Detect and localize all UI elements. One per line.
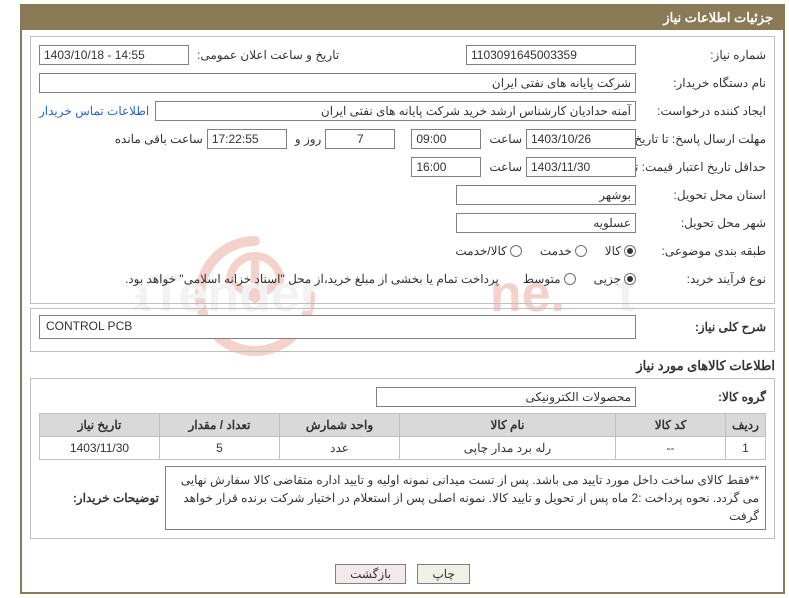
goods-fieldset: گروه کالا: محصولات الکترونیکی ردیف کد کا… bbox=[30, 378, 775, 539]
td-unit: عدد bbox=[280, 437, 400, 460]
label-buyer-org: نام دستگاه خریدار: bbox=[636, 76, 766, 90]
field-announce-dt: 1403/10/18 - 14:55 bbox=[39, 45, 189, 65]
payment-note: پرداخت تمام یا بخشی از مبلغ خرید،از محل … bbox=[125, 272, 499, 286]
field-city: عسلویه bbox=[456, 213, 636, 233]
td-code: -- bbox=[616, 437, 726, 460]
table-header-row: ردیف کد کالا نام کالا واحد شمارش تعداد /… bbox=[40, 414, 766, 437]
field-requester: آمنه حدادیان کارشناس ارشد خرید شرکت پایا… bbox=[155, 101, 636, 121]
th-unit: واحد شمارش bbox=[280, 414, 400, 437]
label-general-desc: شرح کلی نیاز: bbox=[636, 320, 766, 334]
th-code: کد کالا bbox=[616, 414, 726, 437]
td-date: 1403/11/30 bbox=[40, 437, 160, 460]
radio-label-partial: جزیی bbox=[594, 272, 621, 286]
label-subject-class: طبقه بندی موضوعی: bbox=[636, 244, 766, 258]
radio-dot-goods bbox=[624, 245, 636, 257]
field-buyer-notes: **فقط کالای ساخت داخل مورد تایید می باشد… bbox=[165, 466, 766, 530]
field-buyer-org: شرکت پایانه های نفتی ایران bbox=[39, 73, 636, 93]
general-desc-fieldset: شرح کلی نیاز: CONTROL PCB bbox=[30, 308, 775, 352]
goods-table: ردیف کد کالا نام کالا واحد شمارش تعداد /… bbox=[39, 413, 766, 460]
radio-medium[interactable]: متوسط bbox=[523, 272, 576, 286]
label-need-no: شماره نیاز: bbox=[636, 48, 766, 62]
radio-dot-service bbox=[575, 245, 587, 257]
label-goods-group: گروه کالا: bbox=[636, 390, 766, 404]
label-reply-deadline: مهلت ارسال پاسخ: تا تاریخ: bbox=[636, 132, 766, 146]
goods-info-title: اطلاعات کالاهای مورد نیاز bbox=[30, 358, 775, 374]
radio-goods[interactable]: کالا bbox=[605, 244, 636, 258]
radio-dot-medium bbox=[564, 273, 576, 285]
table-row: 1 -- رله برد مدار چاپی عدد 5 1403/11/30 bbox=[40, 437, 766, 460]
label-city: شهر محل تحویل: bbox=[636, 216, 766, 230]
label-remaining: ساعت باقی مانده bbox=[111, 132, 203, 146]
footer-buttons: چاپ بازگشت bbox=[22, 564, 783, 584]
radio-label-service: خدمت bbox=[540, 244, 572, 258]
field-price-valid-date: 1403/11/30 bbox=[526, 157, 636, 177]
th-date: تاریخ نیاز bbox=[40, 414, 160, 437]
back-button[interactable]: بازگشت bbox=[335, 564, 406, 584]
radio-label-medium: متوسط bbox=[523, 272, 561, 286]
field-goods-group: محصولات الکترونیکی bbox=[376, 387, 636, 407]
link-buyer-contact[interactable]: اطلاعات تماس خریدار bbox=[39, 104, 149, 118]
radio-goods-service[interactable]: کالا/خدمت bbox=[455, 244, 521, 258]
td-qty: 5 bbox=[160, 437, 280, 460]
label-day-and: روز و bbox=[291, 132, 322, 146]
radio-dot-goods-service bbox=[510, 245, 522, 257]
label-requester: ایجاد کننده درخواست: bbox=[636, 104, 766, 118]
main-fieldset: شماره نیاز: 1103091645003359 تاریخ و ساع… bbox=[30, 36, 775, 304]
details-panel: جزئیات اطلاعات نیاز شماره نیاز: 11030916… bbox=[20, 4, 785, 594]
field-reply-date: 1403/10/26 bbox=[526, 129, 636, 149]
field-reply-time: 09:00 bbox=[411, 129, 481, 149]
radio-label-goods-service: کالا/خدمت bbox=[455, 244, 506, 258]
panel-title: جزئیات اطلاعات نیاز bbox=[22, 6, 783, 30]
field-price-valid-time: 16:00 bbox=[411, 157, 481, 177]
field-province: بوشهر bbox=[456, 185, 636, 205]
th-name: نام کالا bbox=[400, 414, 616, 437]
radio-dot-partial bbox=[624, 273, 636, 285]
td-name: رله برد مدار چاپی bbox=[400, 437, 616, 460]
field-general-desc: CONTROL PCB bbox=[39, 315, 636, 339]
radio-service[interactable]: خدمت bbox=[540, 244, 587, 258]
print-button[interactable]: چاپ bbox=[417, 564, 469, 584]
label-price-valid: حداقل تاریخ اعتبار قیمت: تا تاریخ: bbox=[636, 160, 766, 174]
label-hour-2: ساعت bbox=[485, 160, 522, 174]
label-hour-1: ساعت bbox=[485, 132, 522, 146]
label-announce-dt: تاریخ و ساعت اعلان عمومی: bbox=[193, 48, 339, 62]
label-province: استان محل تحویل: bbox=[636, 188, 766, 202]
field-remaining-days: 7 bbox=[325, 129, 395, 149]
radio-label-goods: کالا bbox=[605, 244, 621, 258]
radio-partial[interactable]: جزیی bbox=[594, 272, 636, 286]
td-row: 1 bbox=[726, 437, 766, 460]
th-row: ردیف bbox=[726, 414, 766, 437]
field-remaining-time: 17:22:55 bbox=[207, 129, 287, 149]
label-buyer-notes: توضیحات خریدار: bbox=[39, 491, 159, 505]
th-qty: تعداد / مقدار bbox=[160, 414, 280, 437]
field-need-no: 1103091645003359 bbox=[466, 45, 636, 65]
label-purchase-process: نوع فرآیند خرید: bbox=[636, 272, 766, 286]
